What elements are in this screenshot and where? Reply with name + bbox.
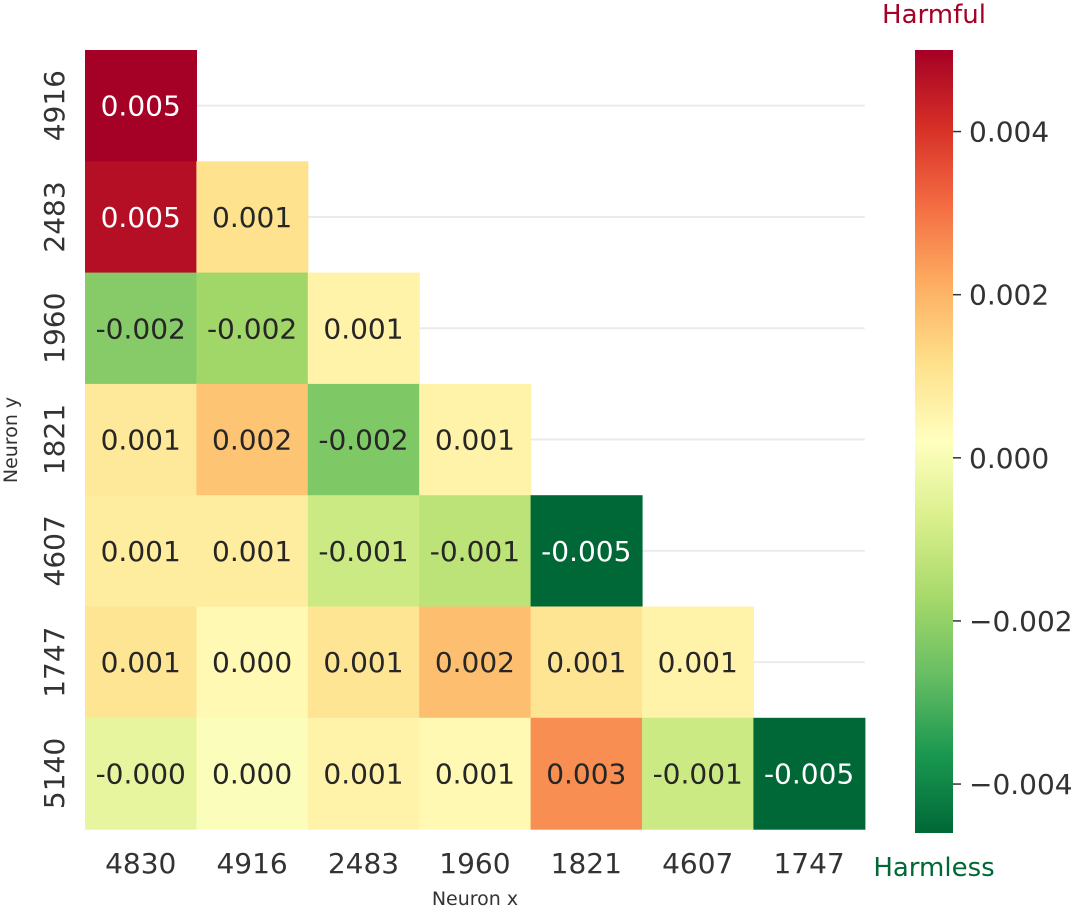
heatmap-cell	[419, 606, 532, 719]
colorbar-ticks: −0.004 −0.002 0.000 0.002 0.004	[953, 116, 1073, 801]
heatmap-cell	[307, 383, 420, 496]
y-tick-label: 1960	[38, 293, 71, 364]
cell-value-label: 0.001	[101, 424, 181, 457]
heatmap-cell	[196, 161, 309, 274]
heatmap-cell	[85, 717, 197, 830]
heatmap-cells: 0.005 0.005 0.001 -0.002 -0.002 0.001 0.001 0.0…	[85, 50, 866, 830]
cell-value-label: 0.000	[212, 646, 292, 679]
cell-value-label: -0.005	[541, 535, 631, 568]
cell-value-label: 0.001	[658, 646, 738, 679]
x-tick-label: 1960	[439, 847, 510, 880]
colorbar-gradient	[915, 50, 953, 833]
cell-value-label: 0.002	[435, 646, 515, 679]
heatmap-cell	[307, 606, 420, 719]
heatmap-cell	[196, 495, 309, 608]
cell-value-label: -0.002	[96, 312, 186, 345]
heatmap-cell	[419, 495, 532, 608]
heatmap-cell	[753, 717, 866, 830]
y-tick-label: 4607	[38, 515, 71, 586]
cell-value-label: -0.002	[207, 312, 297, 345]
heatmap-cell	[530, 495, 643, 608]
heatmap-cell	[530, 606, 643, 719]
y-tick-label: 5140	[38, 738, 71, 809]
x-axis-label: Neuron x	[432, 888, 518, 907]
y-tick-label: 2483	[38, 181, 71, 252]
heatmap-cell	[196, 272, 309, 385]
heatmap-cell	[196, 383, 309, 496]
cell-value-label: 0.001	[546, 646, 626, 679]
heatmap-cell	[307, 272, 420, 385]
cell-value-label: 0.001	[323, 757, 403, 790]
x-tick-label: 2483	[328, 847, 399, 880]
cell-value-label: -0.002	[318, 424, 408, 457]
colorbar-tick-label: 0.004	[969, 116, 1049, 149]
heatmap-cell	[642, 717, 754, 830]
x-tick-label: 4830	[105, 847, 176, 880]
heatmap-cell	[85, 50, 197, 162]
cell-value-label: 0.001	[101, 535, 181, 568]
x-tick-labels: 4830 4916 2483 1960 1821 4607 1747	[105, 847, 845, 880]
cell-value-label: -0.000	[96, 757, 186, 790]
heatmap-cell	[307, 717, 420, 830]
y-tick-label: 1747	[38, 627, 71, 698]
heatmap-cell	[307, 495, 420, 608]
y-tick-label: 4916	[38, 70, 71, 141]
heatmap-cell	[85, 161, 197, 274]
colorbar: −0.004 −0.002 0.000 0.002 0.004 Harmful Harm…	[873, 0, 1072, 883]
cell-value-label: 0.003	[546, 757, 626, 790]
cell-value-label: -0.005	[764, 757, 854, 790]
heatmap-cell	[85, 272, 197, 385]
x-tick-label: 1747	[773, 847, 844, 880]
cell-value-label: 0.001	[435, 757, 515, 790]
y-tick-label: 1821	[38, 404, 71, 475]
heatmap-cell	[642, 606, 754, 719]
cell-value-label: 0.001	[323, 312, 403, 345]
cell-value-label: 0.001	[212, 201, 292, 234]
y-axis-label: Neuron y	[0, 397, 22, 483]
heatmap-cell	[530, 717, 643, 830]
colorbar-bottom-label: Harmless	[873, 853, 994, 883]
cell-value-label: 0.000	[212, 757, 292, 790]
cell-value-label: -0.001	[318, 535, 408, 568]
heatmap-cell	[196, 606, 309, 719]
x-tick-label: 4916	[216, 847, 287, 880]
cell-value-label: 0.005	[101, 90, 181, 123]
x-tick-label: 4607	[662, 847, 733, 880]
cell-value-label: 0.001	[435, 424, 515, 457]
cell-value-label: 0.001	[101, 646, 181, 679]
heatmap-cell	[85, 495, 197, 608]
heatmap-cell	[85, 606, 197, 719]
cell-value-label: -0.001	[653, 757, 743, 790]
cell-value-label: 0.001	[323, 646, 403, 679]
colorbar-tick-label: −0.004	[969, 768, 1073, 801]
cell-value-label: 0.002	[212, 424, 292, 457]
y-tick-labels: 4916 2483 1960 1821 4607 1747 5140	[38, 70, 71, 809]
heatmap-cell	[419, 383, 532, 496]
heatmap-cell	[196, 717, 309, 830]
colorbar-tick-label: 0.002	[969, 279, 1049, 312]
cell-value-label: 0.005	[101, 201, 181, 234]
cell-value-label: -0.001	[430, 535, 520, 568]
cell-value-label: 0.001	[212, 535, 292, 568]
heatmap-cell	[419, 717, 532, 830]
colorbar-tick-label: 0.000	[969, 442, 1049, 475]
colorbar-tick-label: −0.002	[969, 605, 1073, 638]
heatmap-cell	[85, 383, 197, 496]
x-tick-label: 1821	[551, 847, 622, 880]
colorbar-top-label: Harmful	[882, 0, 986, 30]
